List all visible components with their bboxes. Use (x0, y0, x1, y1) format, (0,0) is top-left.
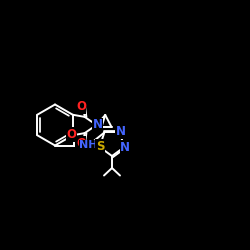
Text: NH: NH (80, 140, 98, 150)
Text: N: N (93, 118, 103, 132)
Text: S: S (96, 140, 104, 152)
Text: O: O (66, 128, 76, 141)
Text: N: N (120, 141, 130, 154)
Text: O: O (76, 137, 86, 150)
Text: N: N (116, 126, 126, 138)
Text: O: O (76, 100, 86, 113)
